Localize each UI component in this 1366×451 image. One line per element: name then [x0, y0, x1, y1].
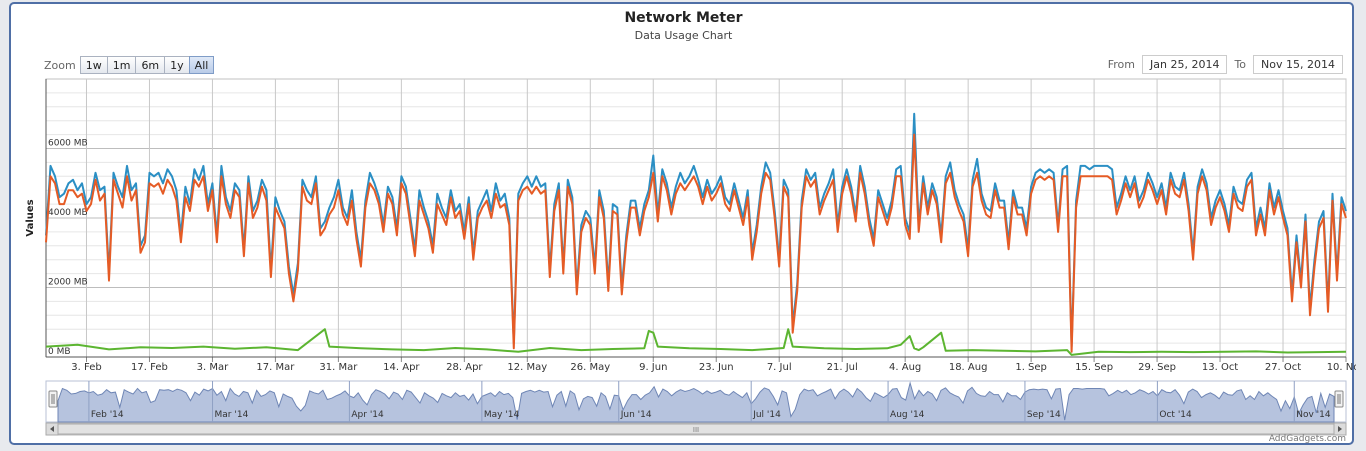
x-tick-label: 23. Jun — [699, 362, 734, 373]
zoom-1y-button[interactable]: 1y — [164, 56, 190, 74]
chart-plot: 0 MB 2000 MB 4000 MB 6000 MB Values 3. Feb 17.… — [25, 78, 1356, 436]
navigator-month-label: Sep '14 — [1027, 410, 1061, 420]
chart-title: Network Meter — [624, 10, 743, 26]
to-date-input[interactable]: Nov 15, 2014 — [1253, 55, 1343, 74]
zoom-label: Zoom — [44, 58, 76, 72]
x-tick-label: 28. Apr — [446, 362, 483, 373]
y-tick-label: 6000 MB — [48, 139, 88, 149]
zoom-1w-button[interactable]: 1w — [79, 56, 108, 74]
navigator-month-label: Aug '14 — [890, 410, 925, 420]
zoom-all-button[interactable]: All — [188, 56, 215, 74]
arrow-right-icon — [1338, 426, 1342, 432]
y-axis-label: Values — [25, 199, 36, 236]
navigator-month-label: Nov '14 — [1296, 410, 1331, 420]
y-tick-label: 0 MB — [48, 347, 71, 357]
navigator-right-handle[interactable] — [1334, 390, 1344, 408]
x-tick-label: 29. Sep — [1138, 362, 1176, 373]
to-label: To — [1234, 58, 1247, 71]
zoom-selector: Zoom 1w 1m 6m 1y All — [44, 56, 215, 74]
series-line-3 — [45, 328, 1347, 356]
x-tick-label: 18. Aug — [949, 362, 988, 373]
zoom-1m-button[interactable]: 1m — [106, 56, 137, 74]
x-tick-label: 27. Oct — [1265, 362, 1301, 373]
credit-link[interactable]: AddGadgets.com — [1268, 434, 1346, 444]
chart-container: Network Meter Data Usage Chart Zoom 1w 1… — [9, 2, 1356, 445]
navigator-month-label: Jul '14 — [752, 410, 781, 420]
x-tick-label: 14. Apr — [383, 362, 420, 373]
x-tick-label: 31. Mar — [319, 362, 358, 373]
chart-subtitle: Data Usage Chart — [634, 29, 733, 42]
x-tick-label: 26. May — [570, 362, 610, 373]
x-tick-label: 3. Mar — [197, 362, 229, 373]
x-tick-label: 4. Aug — [889, 362, 921, 373]
navigator-month-label: May '14 — [484, 410, 520, 420]
x-tick-label: 17. Feb — [131, 362, 168, 373]
x-tick-label: 15. Sep — [1075, 362, 1113, 373]
x-tick-label: 9. Jun — [639, 362, 667, 373]
x-tick-label: 1. Sep — [1015, 362, 1047, 373]
x-tick-label: 10. Nov — [1327, 362, 1356, 373]
x-tick-label: 3. Feb — [71, 362, 101, 373]
navigator-month-label: Feb '14 — [91, 410, 124, 420]
y-tick-label: 2000 MB — [48, 278, 88, 288]
from-label: From — [1107, 58, 1136, 71]
navigator-month-label: Apr '14 — [351, 410, 384, 420]
navigator-series-area — [57, 381, 1335, 423]
x-tick-label: 12. May — [507, 362, 547, 373]
x-tick-label: 21. Jul — [827, 362, 858, 373]
arrow-left-icon — [50, 426, 54, 432]
scrollbar-grip-icon: III — [693, 426, 699, 434]
x-tick-label: 13. Oct — [1202, 362, 1238, 373]
series-line-1 — [45, 112, 1347, 348]
navigator-left-handle[interactable] — [48, 390, 58, 408]
y-tick-label: 4000 MB — [48, 208, 88, 218]
date-range-selector: From Jan 25, 2014 To Nov 15, 2014 — [1101, 55, 1343, 74]
navigator-month-label: Mar '14 — [215, 410, 249, 420]
navigator-month-label: Oct '14 — [1159, 410, 1192, 420]
series-line-2 — [45, 133, 1347, 353]
x-tick-label: 7. Jul — [767, 362, 792, 373]
from-date-input[interactable]: Jan 25, 2014 — [1142, 55, 1228, 74]
x-tick-label: 17. Mar — [256, 362, 295, 373]
navigator-month-label: Jun '14 — [620, 410, 652, 420]
